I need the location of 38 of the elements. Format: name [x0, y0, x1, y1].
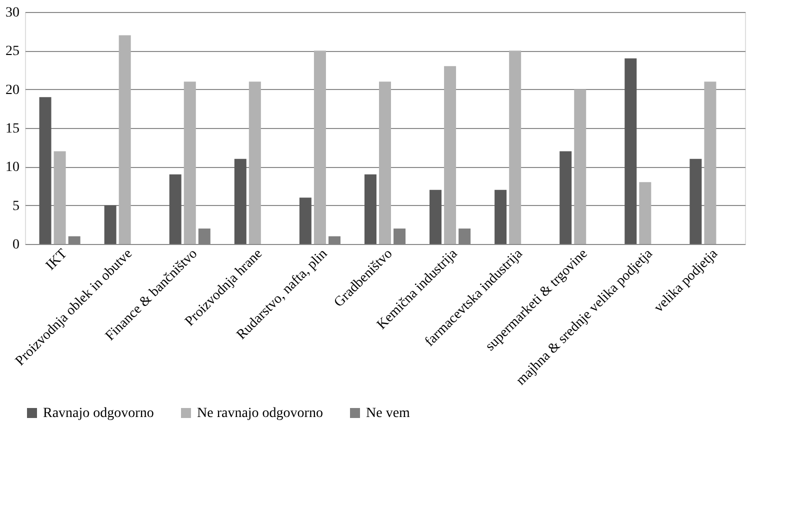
- bar: [704, 82, 716, 244]
- bar: [104, 205, 116, 244]
- bar: [690, 158, 702, 244]
- bar: [444, 66, 456, 244]
- bar: [430, 190, 442, 244]
- x-tick-label: IKT: [43, 246, 71, 274]
- y-tick-label: 10: [6, 160, 20, 176]
- bar: [54, 151, 66, 244]
- bar: [184, 82, 196, 244]
- bar: [198, 228, 210, 244]
- bar: [68, 236, 80, 244]
- bar: [364, 174, 376, 244]
- bar: [314, 50, 326, 244]
- bar: [379, 82, 391, 244]
- bar: [574, 89, 586, 244]
- y-tick-label: 20: [6, 82, 20, 98]
- bar: [328, 236, 340, 244]
- bar: [509, 50, 522, 244]
- legend-label: Ne ravnajo odgovorno: [197, 406, 323, 421]
- bar: [169, 174, 182, 244]
- bar: [299, 198, 312, 244]
- legend-label: Ne vem: [366, 406, 410, 421]
- y-tick-label: 25: [6, 44, 20, 60]
- bar: [234, 158, 246, 244]
- y-tick-label: 5: [12, 198, 20, 214]
- bar: [560, 151, 572, 244]
- bar: [39, 97, 52, 244]
- bar: [624, 58, 637, 244]
- bar: [494, 190, 507, 244]
- legend-label: Ravnajo odgovorno: [43, 406, 154, 421]
- bar: [639, 182, 652, 244]
- bar: [458, 228, 471, 244]
- y-tick-label: 0: [12, 238, 20, 252]
- bar: [394, 228, 406, 244]
- y-tick-label: 15: [6, 122, 20, 136]
- bar: [248, 82, 261, 244]
- y-tick-label: 30: [6, 6, 20, 20]
- bar: [118, 35, 131, 244]
